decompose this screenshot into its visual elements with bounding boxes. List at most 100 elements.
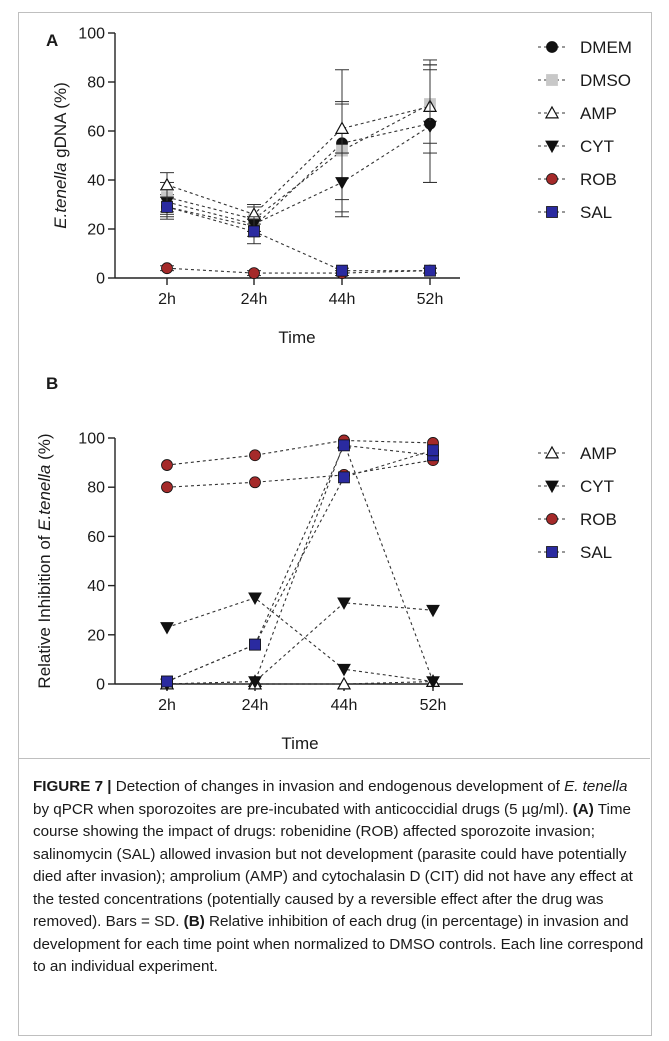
data-point bbox=[161, 201, 173, 213]
data-point bbox=[334, 121, 350, 134]
x-tick-label: 2h bbox=[158, 697, 176, 714]
legend-label: SAL bbox=[580, 543, 612, 562]
data-point bbox=[423, 120, 437, 134]
legend-label: ROB bbox=[580, 510, 617, 529]
data-point bbox=[335, 177, 349, 190]
caption-text-2: by qPCR when sporozoites are pre-incubat… bbox=[33, 800, 573, 818]
legend-item-sal: SAL bbox=[538, 203, 612, 222]
y-tick-label: 20 bbox=[87, 627, 105, 644]
data-point bbox=[248, 592, 262, 605]
data-point bbox=[248, 267, 260, 280]
series-line bbox=[166, 439, 434, 466]
y-tick-label: 60 bbox=[87, 529, 105, 546]
data-point bbox=[336, 264, 348, 277]
figure-frame bbox=[18, 12, 652, 1036]
legend-item-amp: AMP bbox=[538, 444, 617, 463]
caption-divider bbox=[19, 758, 650, 759]
data-point bbox=[159, 177, 175, 191]
legend-item-dmso: DMSO bbox=[538, 71, 631, 90]
series-sal-exp1 bbox=[161, 439, 439, 688]
data-point bbox=[161, 262, 173, 275]
legend-label: AMP bbox=[580, 104, 617, 123]
caption-panel-a: (A) bbox=[572, 800, 594, 818]
legend-item-sal: SAL bbox=[538, 543, 612, 562]
legend-marker bbox=[545, 480, 559, 494]
chart-panel-a: A 0 20 40 60 80 100 2h 24h 44h 52h Time E.tenella gD… bbox=[46, 26, 632, 348]
data-point bbox=[161, 481, 173, 494]
series-line bbox=[166, 123, 431, 228]
data-point bbox=[249, 638, 261, 651]
data-point bbox=[161, 459, 173, 471]
legend-item-rob: ROB bbox=[538, 510, 617, 529]
legend-marker bbox=[546, 41, 558, 53]
panel-letter-a: A bbox=[46, 31, 58, 50]
legend-item-cyt: CYT bbox=[538, 137, 614, 156]
series-rob-exp1 bbox=[161, 434, 439, 471]
x-axis-label: Time bbox=[281, 734, 318, 753]
legend-marker bbox=[546, 206, 558, 218]
y-tick-label: 0 bbox=[96, 677, 105, 694]
data-point bbox=[426, 676, 440, 689]
series-sal bbox=[160, 196, 437, 277]
caption-text-1: Detection of changes in invasion and end… bbox=[111, 778, 565, 795]
legend-label: SAL bbox=[580, 203, 612, 222]
panel-letter-b: B bbox=[46, 374, 58, 393]
series-line bbox=[166, 125, 431, 225]
series-line bbox=[166, 206, 430, 272]
legend-marker bbox=[545, 140, 559, 154]
x-tick-label: 52h bbox=[420, 697, 447, 714]
series-line bbox=[166, 459, 434, 488]
legend-label: AMP bbox=[580, 444, 617, 463]
data-point bbox=[337, 663, 351, 677]
y-tick-label: 0 bbox=[96, 271, 105, 288]
legend-marker bbox=[546, 74, 558, 86]
data-point bbox=[249, 449, 261, 462]
x-tick-label: 2h bbox=[158, 291, 176, 308]
data-point bbox=[336, 676, 352, 690]
series-dmem bbox=[160, 64, 437, 237]
y-tick-label: 60 bbox=[87, 124, 105, 141]
series-amp bbox=[159, 59, 438, 225]
series-line bbox=[166, 449, 434, 683]
data-point bbox=[248, 225, 260, 238]
figure-charts: A 0 20 40 60 80 100 2h 24h 44h 52h Time E.tenella gD… bbox=[35, 26, 632, 754]
series-line bbox=[166, 105, 431, 215]
data-point bbox=[160, 622, 174, 635]
x-tick-label: 44h bbox=[331, 697, 358, 714]
legend-marker bbox=[546, 513, 558, 525]
y-tick-label: 20 bbox=[87, 222, 105, 239]
series-cyt-exp1 bbox=[160, 592, 440, 689]
y-tick-label: 100 bbox=[78, 431, 105, 448]
data-point bbox=[427, 444, 439, 457]
series-cyt bbox=[160, 69, 437, 232]
data-point bbox=[249, 476, 261, 489]
legend-marker bbox=[546, 173, 558, 185]
figure-caption: FIGURE 7 | Detection of changes in invas… bbox=[33, 776, 645, 979]
y-axis-label: Relative Inhibition of E.tenella (%) bbox=[35, 433, 54, 688]
legend-label: CYT bbox=[580, 477, 614, 496]
data-point bbox=[161, 675, 173, 688]
y-tick-label: 40 bbox=[87, 173, 105, 190]
x-tick-label: 44h bbox=[329, 291, 356, 308]
series-amp-exp2 bbox=[159, 674, 441, 690]
caption-label: FIGURE 7 | bbox=[33, 778, 112, 795]
legend-label: DMSO bbox=[580, 71, 631, 90]
series-sal-exp2 bbox=[161, 444, 439, 688]
data-point bbox=[337, 597, 351, 610]
legend-marker bbox=[546, 546, 558, 558]
data-point bbox=[424, 264, 436, 277]
caption-text-4: Relative inhibition of each drug (in per… bbox=[33, 913, 644, 975]
y-tick-label: 80 bbox=[87, 75, 105, 92]
legend-label: CYT bbox=[580, 137, 614, 156]
data-point bbox=[338, 439, 350, 452]
legend-marker bbox=[544, 105, 560, 119]
series-line bbox=[166, 597, 434, 683]
series-line bbox=[166, 267, 431, 274]
caption-species: E. tenella bbox=[564, 778, 628, 795]
series-line bbox=[166, 444, 434, 683]
legend-label: DMEM bbox=[580, 38, 632, 57]
x-tick-label: 52h bbox=[417, 291, 444, 308]
legend-label: ROB bbox=[580, 170, 617, 189]
data-point bbox=[426, 604, 440, 618]
chart-panel-b: B 0 20 40 60 80 100 2h 24h 44h 52h Time Relative Inh… bbox=[35, 374, 617, 753]
